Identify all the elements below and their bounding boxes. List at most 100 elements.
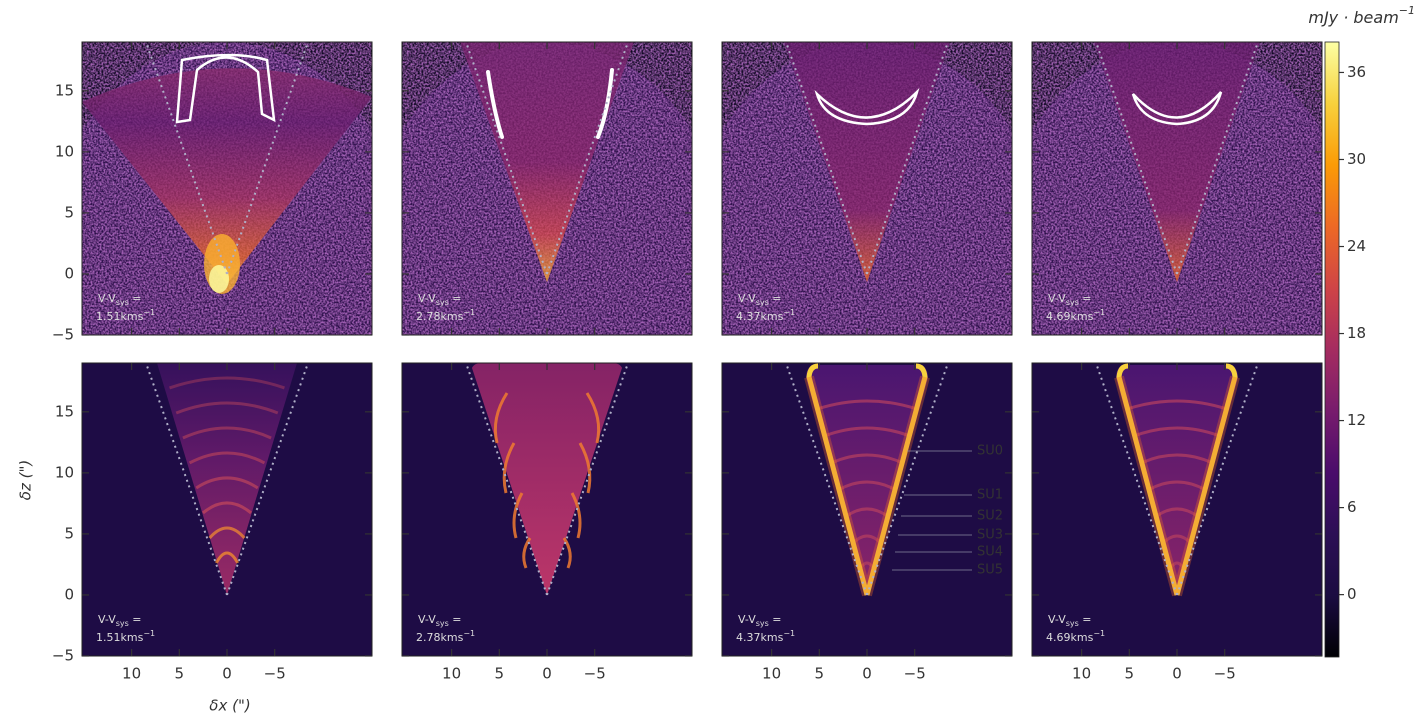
y-axis-label: δz (")	[17, 460, 35, 500]
cone-boundary	[546, 42, 629, 275]
x-tick-label: 0	[542, 665, 552, 683]
velocity-label-tail: =	[129, 292, 142, 305]
x-tick-label: 10	[762, 665, 781, 683]
y-tick-label: 0	[64, 585, 74, 603]
model-limb-glow	[804, 375, 930, 597]
x-tick-label: 0	[862, 665, 872, 683]
model-ring	[195, 476, 259, 490]
model-streak	[502, 442, 516, 494]
velocity-label: V-Vsys =	[98, 292, 142, 307]
cone-boundary	[866, 363, 949, 596]
velocity-value-sup: −1	[463, 628, 475, 637]
velocity-value-text: 4.69kms	[1046, 631, 1094, 644]
cone-boundary	[866, 42, 949, 275]
colorbar-tick-label: 36	[1347, 63, 1366, 81]
model-ring	[208, 526, 246, 539]
model-ring	[201, 501, 253, 515]
y-tick-label: 15	[55, 402, 74, 420]
model-ring	[823, 426, 911, 438]
velocity-value: 2.78kms−1	[416, 628, 475, 644]
x-tick-label: 0	[222, 665, 232, 683]
colorbar-label-text: mJy · beam	[1308, 8, 1398, 27]
velocity-value-text: 4.37kms	[736, 310, 784, 323]
cone-boundary	[1095, 42, 1178, 275]
velocity-label-tail: =	[1079, 292, 1092, 305]
velocity-label-sub: sys	[1066, 618, 1079, 627]
model-ring	[844, 507, 890, 519]
velocity-label: V-Vsys =	[1048, 613, 1092, 628]
velocity-label-tail: =	[769, 292, 782, 305]
model-ring	[1154, 507, 1200, 519]
model-ring	[182, 426, 272, 440]
cone-boundary	[1176, 363, 1259, 596]
velocity-value-sup: −1	[1093, 307, 1105, 316]
panel-image: V-Vsys =1.51kms−1	[82, 42, 372, 335]
velocity-value-sup: −1	[463, 307, 475, 316]
model-streak	[585, 392, 601, 444]
x-tick-label: 10	[1072, 665, 1091, 683]
contour	[175, 53, 276, 124]
velocity-label-sub: sys	[756, 618, 769, 627]
velocity-value: 4.69kms−1	[1046, 307, 1105, 323]
panel-image: V-Vsys =4.37kms−1	[722, 363, 1012, 656]
velocity-label-sub: sys	[116, 297, 129, 306]
shell-label: SU4	[977, 545, 1003, 560]
model-streak	[562, 537, 572, 569]
contour	[1131, 91, 1223, 126]
x-tick-label: 5	[495, 665, 505, 683]
y-tick-label: 5	[64, 203, 74, 221]
model-ring	[830, 453, 904, 465]
cone-boundary	[465, 363, 548, 596]
model-ring	[175, 401, 279, 415]
shell-label: SU1	[977, 488, 1003, 503]
panel-image: V-Vsys =4.69kms−1	[1032, 363, 1322, 656]
model-limb	[1116, 363, 1180, 596]
model-ring	[1126, 399, 1228, 411]
velocity-label-sub: sys	[1066, 297, 1079, 306]
model-emission	[1116, 365, 1238, 595]
velocity-value-sup: −1	[783, 307, 795, 316]
model-emission	[472, 363, 622, 595]
velocity-value: 4.37kms−1	[736, 307, 795, 323]
model-streak	[493, 392, 509, 444]
velocity-label-tail: =	[449, 292, 462, 305]
y-tick-label: 15	[55, 81, 74, 99]
panel: V-Vsys =2.78kms−110 5 0 −5	[401, 362, 693, 683]
cone-boundary	[145, 363, 228, 596]
panel-image: V-Vsys =4.37kms−1	[722, 42, 1012, 335]
model-streak	[578, 442, 592, 494]
velocity-value-text: 2.78kms	[416, 310, 464, 323]
colorbar-tick-label: 18	[1347, 324, 1366, 342]
velocity-label: V-Vsys =	[418, 613, 462, 628]
cone-boundary	[1095, 363, 1178, 596]
velocity-label-tail: =	[449, 613, 462, 626]
x-tick-label: 5	[815, 665, 825, 683]
y-tick-label: 5	[64, 524, 74, 542]
colorbar-tick-label: 24	[1347, 237, 1366, 255]
model-emission	[806, 365, 928, 595]
panel: V-Vsys =4.37kms−110 5 0 −5SU0SU1SU2SU3SU4SU…	[721, 362, 1013, 683]
shell-label: SU3	[977, 528, 1003, 543]
model-ring	[816, 399, 918, 411]
y-tick-label: −5	[52, 647, 74, 665]
velocity-label-tail: =	[769, 613, 782, 626]
model-streak	[512, 492, 524, 539]
velocity-value: 4.37kms−1	[736, 628, 795, 644]
cone-boundary	[226, 363, 309, 596]
y-tick-label: 10	[55, 463, 74, 481]
x-tick-label: 10	[122, 665, 141, 683]
cone-boundary	[546, 363, 629, 596]
velocity-value-sup: −1	[143, 628, 155, 637]
velocity-label-sub: sys	[116, 618, 129, 627]
velocity-label-tail: =	[1079, 613, 1092, 626]
model-ring	[1133, 426, 1221, 438]
velocity-value-text: 4.37kms	[736, 631, 784, 644]
contour	[596, 68, 614, 139]
velocity-value-text: 1.51kms	[96, 310, 144, 323]
panel-image: V-Vsys =2.78kms−1	[402, 363, 692, 656]
x-axis-label: δx (")	[209, 697, 250, 715]
velocity-label-lead: V-V	[418, 613, 436, 626]
velocity-label: V-Vsys =	[738, 613, 782, 628]
